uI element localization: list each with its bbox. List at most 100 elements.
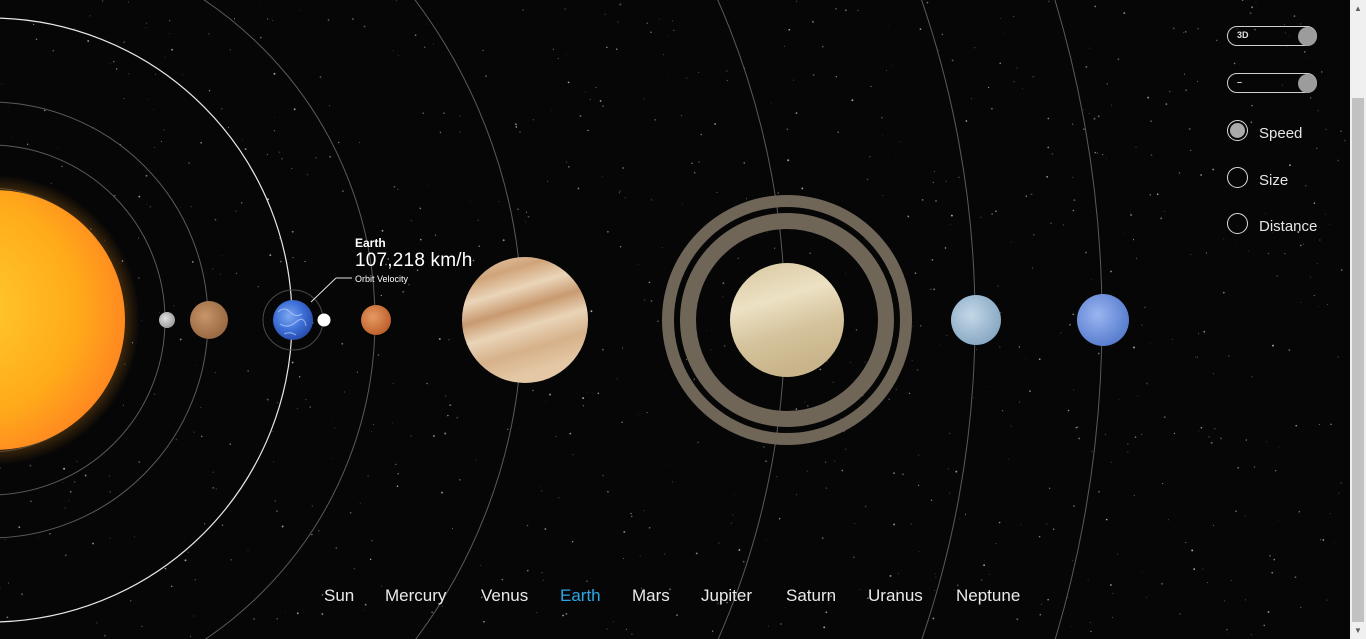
star <box>980 217 982 219</box>
nav-item-venus[interactable]: Venus <box>481 586 528 606</box>
star <box>558 58 559 59</box>
star <box>1198 430 1199 431</box>
neptune[interactable] <box>1077 294 1129 346</box>
star <box>1136 258 1137 259</box>
star <box>1039 358 1041 360</box>
star <box>734 494 735 495</box>
radio-size-circle[interactable] <box>1227 167 1248 188</box>
vertical-scrollbar[interactable]: ▲ ▼ <box>1350 0 1366 639</box>
star <box>1295 425 1297 427</box>
star <box>482 50 483 51</box>
nav-item-uranus[interactable]: Uranus <box>868 586 923 606</box>
star <box>221 108 223 110</box>
star <box>893 472 895 474</box>
star <box>206 272 207 273</box>
star <box>1300 245 1302 247</box>
nav-item-mercury[interactable]: Mercury <box>385 586 446 606</box>
star <box>1300 23 1301 24</box>
star <box>354 568 355 569</box>
scrollbar-thumb[interactable] <box>1352 98 1364 622</box>
star <box>1327 304 1328 305</box>
nav-item-neptune[interactable]: Neptune <box>956 586 1020 606</box>
star <box>208 33 209 34</box>
star <box>577 187 579 189</box>
star <box>638 414 639 415</box>
star <box>620 246 621 247</box>
star <box>57 148 58 149</box>
star <box>865 506 867 508</box>
star <box>1266 441 1267 442</box>
mercury[interactable] <box>159 312 175 328</box>
star <box>623 531 625 533</box>
venus[interactable] <box>190 301 228 339</box>
radio-speed-circle[interactable] <box>1227 120 1248 141</box>
star <box>1341 269 1343 271</box>
star <box>1197 81 1198 82</box>
star <box>1150 343 1151 344</box>
star <box>672 21 673 22</box>
star <box>215 488 217 490</box>
toggle-secondary[interactable]: – <box>1227 73 1317 93</box>
star <box>971 98 972 99</box>
star <box>1198 333 1199 334</box>
star <box>371 540 372 541</box>
scroll-up-arrow-icon[interactable]: ▲ <box>1350 0 1366 17</box>
star <box>424 47 425 48</box>
star <box>7 616 9 618</box>
star <box>1228 633 1229 634</box>
star <box>922 199 924 201</box>
nav-item-jupiter[interactable]: Jupiter <box>701 586 752 606</box>
star <box>631 516 633 518</box>
star <box>870 86 871 87</box>
star <box>932 259 934 261</box>
star <box>304 261 305 262</box>
star <box>8 106 9 107</box>
jupiter[interactable] <box>462 257 588 383</box>
star <box>910 523 912 525</box>
star <box>933 288 935 290</box>
star <box>276 510 278 512</box>
star <box>1085 66 1087 68</box>
star <box>691 163 692 164</box>
nav-item-sun[interactable]: Sun <box>324 586 354 606</box>
saturn[interactable] <box>730 263 844 377</box>
star <box>297 612 299 614</box>
star <box>912 360 913 361</box>
toggle-3d[interactable]: 3D <box>1227 26 1317 46</box>
nav-item-earth[interactable]: Earth <box>560 586 601 606</box>
moon[interactable] <box>318 314 331 327</box>
star <box>654 119 655 120</box>
star <box>70 491 72 493</box>
star <box>321 613 323 615</box>
star <box>230 559 232 561</box>
star <box>1179 172 1181 174</box>
star <box>580 115 582 117</box>
star <box>1289 164 1291 166</box>
star <box>1091 279 1092 280</box>
scroll-down-arrow-icon[interactable]: ▼ <box>1350 622 1366 639</box>
star <box>498 201 499 202</box>
star <box>338 142 339 143</box>
nav-item-mars[interactable]: Mars <box>632 586 670 606</box>
star <box>245 148 247 150</box>
star <box>590 310 592 312</box>
radio-distance-circle[interactable] <box>1227 213 1248 234</box>
nav-item-saturn[interactable]: Saturn <box>786 586 836 606</box>
star <box>1256 2 1257 3</box>
star <box>976 349 977 350</box>
star <box>638 264 639 265</box>
star <box>364 26 366 28</box>
star <box>869 156 871 158</box>
star <box>1033 234 1035 236</box>
planet-info-metric: Orbit Velocity <box>355 274 473 284</box>
star <box>558 201 559 202</box>
star <box>260 37 262 39</box>
uranus[interactable] <box>951 295 1001 345</box>
star <box>731 523 732 524</box>
mars[interactable] <box>361 305 391 335</box>
star <box>306 174 308 176</box>
star <box>1133 347 1135 349</box>
star <box>995 210 997 212</box>
star <box>1325 214 1326 215</box>
